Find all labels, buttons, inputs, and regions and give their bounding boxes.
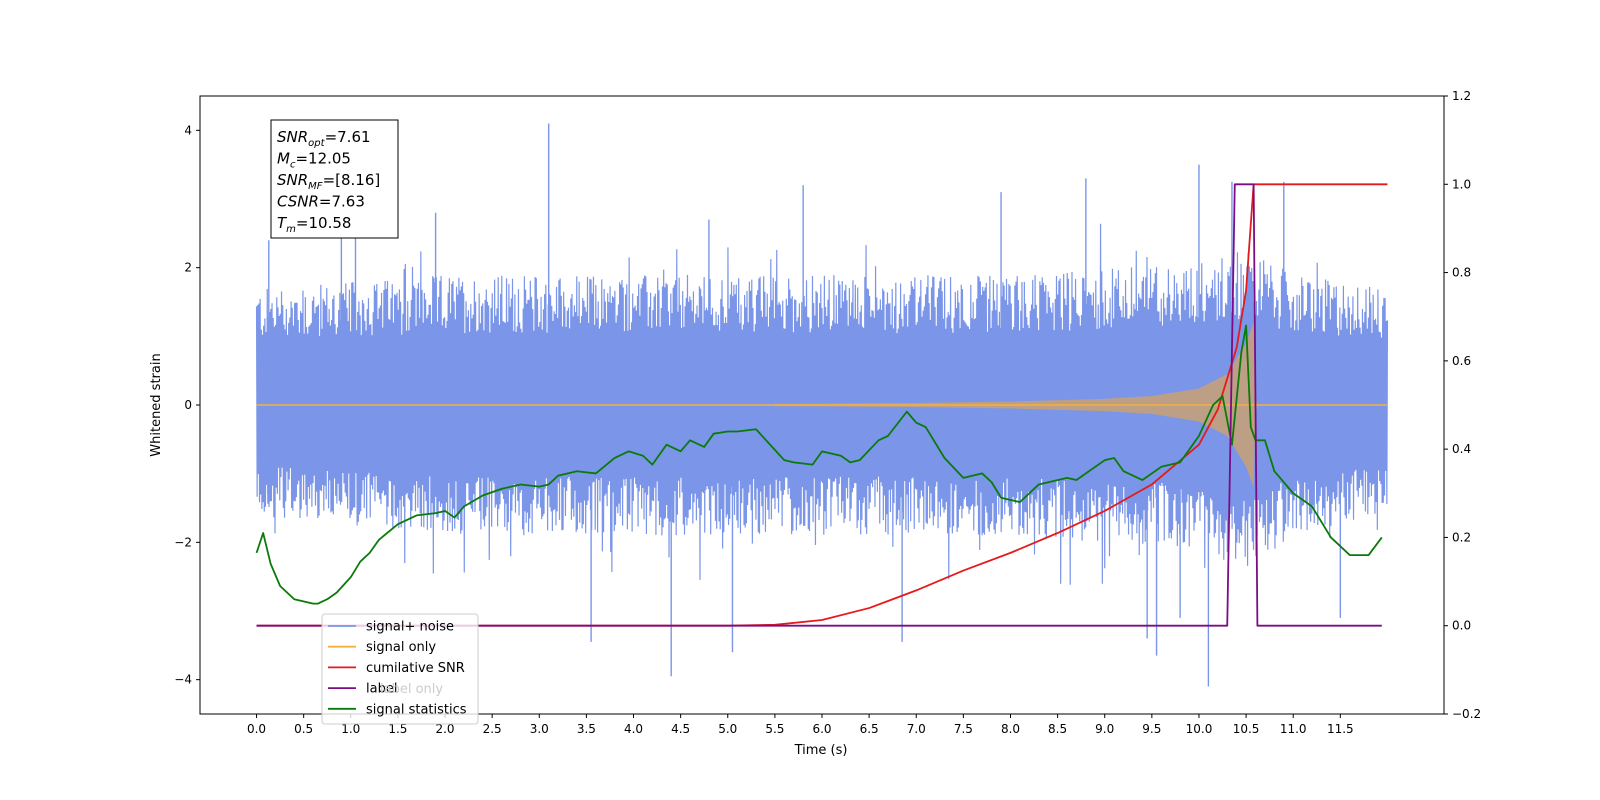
annotation-line: Tm=10.58 [277,214,351,235]
y2-tick-label: 0.0 [1452,619,1471,633]
x-tick-label: 2.0 [435,722,454,736]
y-axis-label: Whitened strain [149,353,164,456]
legend-label-ghost: label only [380,682,443,697]
y2-tick-label: 0.8 [1452,266,1471,280]
legend-label: signal+ noise [366,620,454,635]
x-tick-label: 0.0 [247,722,266,736]
y2-tick-label: 1.0 [1452,177,1471,191]
cumilative-snr-line [256,183,1388,627]
x-tick-label: 10.0 [1186,722,1213,736]
annotation-box: SNRopt=7.61Mc=12.05SNRMF=[8.16]CSNR=7.63… [270,119,399,239]
y-tick-label: 0 [184,398,192,412]
annotation-frame [270,119,399,239]
label-line [256,183,1382,627]
x-tick-label: 8.5 [1048,722,1067,736]
y2-tick-label: 0.2 [1452,530,1471,544]
annotation-line: Mc=12.05 [277,150,351,171]
legend: signal+ noise signal only cumilative SNR la… [321,613,479,725]
y-tick-label: −2 [174,535,192,549]
x-tick-label: 4.5 [671,722,690,736]
x-tick-label: 5.0 [718,722,737,736]
x-tick-label: 1.0 [341,722,360,736]
y2-tick-label: −0.2 [1452,707,1481,721]
y-axis-right-ticks: −0.2 0.0 0.2 0.4 0.6 0.8 1.0 1.2 [1444,89,1481,721]
y-axis-left-ticks: −4 −2 0 2 4 [174,123,200,687]
x-tick-label: 5.5 [765,722,784,736]
x-tick-label: 3.5 [577,722,596,736]
x-tick-label: 6.5 [860,722,879,736]
noise-series [255,123,1389,687]
x-axis-label: Time (s) [794,743,848,758]
y2-tick-label: 1.2 [1452,89,1471,103]
signal-only-series [256,322,1388,488]
x-tick-label: 8.0 [1001,722,1020,736]
x-tick-label: 11.5 [1327,722,1354,736]
x-tick-label: 10.5 [1233,722,1260,736]
x-tick-label: 9.5 [1142,722,1161,736]
annotation-line: CSNR=7.63 [277,193,365,211]
x-tick-label: 9.0 [1095,722,1114,736]
x-tick-label: 2.5 [483,722,502,736]
x-tick-label: 1.5 [388,722,407,736]
legend-label: signal only [366,640,436,655]
legend-label: cumilative SNR [366,661,465,676]
x-tick-label: 7.0 [907,722,926,736]
y2-tick-label: 0.4 [1452,442,1471,456]
x-tick-label: 4.0 [624,722,643,736]
x-tick-label: 7.5 [954,722,973,736]
y-tick-label: 4 [184,123,192,137]
y-tick-label: 2 [184,261,192,275]
x-tick-label: 6.0 [812,722,831,736]
annotation-line: SNRopt=7.61 [277,128,371,149]
x-tick-label: 0.5 [294,722,313,736]
signal-statistics-line [255,324,1383,605]
y-tick-label: −4 [174,673,192,687]
legend-label: signal statistics [366,702,467,717]
y2-tick-label: 0.6 [1452,354,1471,368]
x-tick-label: 3.0 [530,722,549,736]
x-axis-ticks: 0.0 0.5 1.0 1.5 2.0 2.5 3.0 3.5 4.0 4.5 5.0 5.5 6.0 6… [247,714,1354,736]
right-axis-series [255,183,1388,627]
legend-frame [321,613,479,725]
annotation-line: SNRMF=[8.16] [277,171,380,192]
x-tick-label: 11.0 [1280,722,1307,736]
legend-label: label [366,682,397,697]
noise-trace [255,223,1389,585]
